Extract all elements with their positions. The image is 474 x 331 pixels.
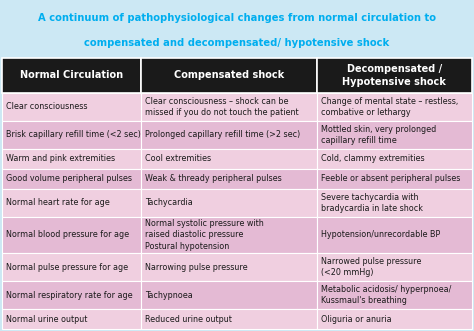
Bar [317, 189, 472, 217]
Bar [317, 121, 472, 149]
Text: Normal blood pressure for age: Normal blood pressure for age [6, 230, 129, 239]
Bar [141, 93, 317, 121]
Text: Normal respiratory rate for age: Normal respiratory rate for age [6, 291, 133, 300]
Text: compensated and decompensated/ hypotensive shock: compensated and decompensated/ hypotensi… [84, 38, 390, 48]
Bar [2, 149, 141, 169]
Text: Severe tachycardia with
bradycardia in late shock: Severe tachycardia with bradycardia in l… [320, 193, 422, 213]
Text: Mottled skin, very prolonged
capillary refill time: Mottled skin, very prolonged capillary r… [320, 125, 436, 145]
Bar [141, 121, 317, 149]
Text: Metabolic acidosis/ hyperpnoea/
Kussmaul's breathing: Metabolic acidosis/ hyperpnoea/ Kussmaul… [320, 285, 451, 306]
Text: Warm and pink extremities: Warm and pink extremities [6, 154, 115, 163]
Text: Good volume peripheral pulses: Good volume peripheral pulses [6, 174, 132, 183]
Text: A continuum of pathophysiological changes from normal circulation to: A continuum of pathophysiological change… [38, 13, 436, 23]
Text: Weak & thready peripheral pulses: Weak & thready peripheral pulses [145, 174, 282, 183]
Bar [141, 281, 317, 309]
Text: Oliguria or anuria: Oliguria or anuria [320, 315, 391, 324]
Bar [2, 217, 141, 253]
Text: Clear consciousness: Clear consciousness [6, 102, 88, 111]
Bar [141, 217, 317, 253]
Text: Normal systolic pressure with
raised diastolic pressure
Postural hypotension: Normal systolic pressure with raised dia… [145, 219, 264, 251]
Text: Decompensated /
Hypotensive shock: Decompensated / Hypotensive shock [342, 64, 446, 87]
Bar [2, 121, 141, 149]
Bar [141, 309, 317, 329]
Bar [141, 169, 317, 189]
Text: Change of mental state – restless,
combative or lethargy: Change of mental state – restless, comba… [320, 97, 458, 117]
Text: Normal pulse pressure for age: Normal pulse pressure for age [6, 263, 128, 272]
Text: Normal heart rate for age: Normal heart rate for age [6, 198, 110, 207]
Bar [141, 149, 317, 169]
Text: Cool extremities: Cool extremities [145, 154, 211, 163]
Text: Narrowing pulse pressure: Narrowing pulse pressure [145, 263, 247, 272]
Bar [2, 169, 141, 189]
Bar [317, 309, 472, 329]
Text: Prolonged capillary refill time (>2 sec): Prolonged capillary refill time (>2 sec) [145, 130, 300, 139]
Bar [317, 149, 472, 169]
Bar [141, 189, 317, 217]
Bar [2, 189, 141, 217]
Text: Feeble or absent peripheral pulses: Feeble or absent peripheral pulses [320, 174, 460, 183]
Bar [317, 281, 472, 309]
Bar [317, 93, 472, 121]
Text: Brisk capillary refill time (<2 sec): Brisk capillary refill time (<2 sec) [6, 130, 141, 139]
Text: Tachypnoea: Tachypnoea [145, 291, 192, 300]
Text: Reduced urine output: Reduced urine output [145, 315, 231, 324]
Bar [2, 93, 141, 121]
Bar [317, 169, 472, 189]
Text: Hypotension/unrecordable BP: Hypotension/unrecordable BP [320, 230, 440, 239]
Bar [317, 253, 472, 281]
Bar [317, 217, 472, 253]
Bar [2, 309, 141, 329]
Bar [2, 58, 141, 93]
Bar [141, 58, 317, 93]
Text: Normal urine output: Normal urine output [6, 315, 88, 324]
Text: Narrowed pulse pressure
(<20 mmHg): Narrowed pulse pressure (<20 mmHg) [320, 257, 421, 277]
Bar [2, 253, 141, 281]
Text: Compensated shock: Compensated shock [173, 70, 284, 80]
Text: Tachycardia: Tachycardia [145, 198, 192, 207]
Bar [2, 281, 141, 309]
Text: Normal Circulation: Normal Circulation [20, 70, 123, 80]
Bar [317, 58, 472, 93]
Bar [141, 253, 317, 281]
Text: Clear consciousness – shock can be
missed if you do not touch the patient: Clear consciousness – shock can be misse… [145, 97, 298, 117]
Text: Cold, clammy extremities: Cold, clammy extremities [320, 154, 424, 163]
